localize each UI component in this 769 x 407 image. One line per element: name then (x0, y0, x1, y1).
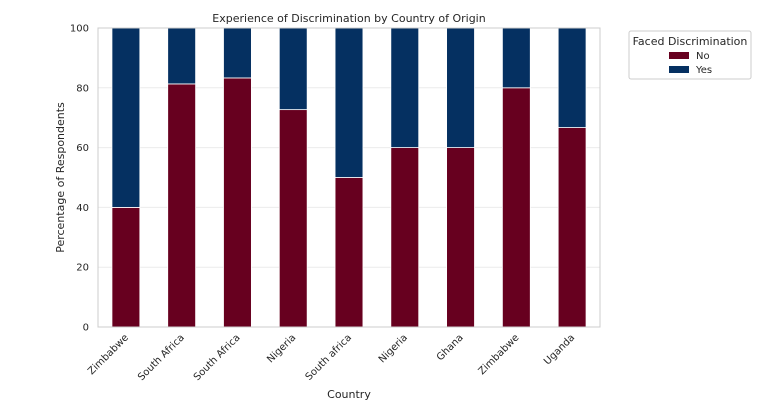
bar-yes-2 (223, 27, 252, 79)
bar-yes-0 (111, 27, 141, 208)
bars (111, 27, 587, 328)
x-axis-title: Country (327, 388, 371, 401)
bar-no-7 (501, 87, 531, 328)
bar-no-3 (278, 109, 308, 328)
y-tick-label: 20 (76, 263, 89, 274)
bar-no-4 (334, 177, 364, 328)
bar-yes-1 (167, 27, 197, 85)
bar-yes-6 (446, 27, 475, 148)
plot-frame (97, 27, 601, 328)
chart-title: Experience of Discrimination by Country … (212, 12, 485, 25)
legend-label-yes: Yes (695, 65, 712, 76)
bar-yes-8 (557, 27, 587, 128)
bar-no-8 (557, 127, 587, 328)
bar-no-2 (223, 77, 252, 328)
bar-no-0 (111, 206, 141, 328)
legend-box (628, 30, 752, 80)
y-tick-label: 0 (83, 323, 89, 334)
y-tick-label: 60 (76, 143, 89, 154)
bar-yes-3 (278, 27, 308, 111)
y-tick-label: 80 (76, 83, 89, 94)
bar-yes-4 (334, 27, 364, 178)
legend-title: Faced Discrimination (633, 35, 748, 48)
bar-yes-5 (390, 27, 420, 148)
bar-no-6 (446, 147, 475, 328)
y-tick-label: 100 (70, 24, 89, 35)
bar-no-1 (167, 83, 197, 328)
y-axis-title: Percentage of Respondents (54, 102, 67, 253)
legend-swatch-yes (669, 66, 689, 73)
y-tick-label: 40 (76, 203, 89, 214)
y-tick-labels: 0 20 40 60 80 100 (70, 24, 89, 334)
legend-label-no: No (696, 51, 710, 62)
bar-yes-7 (501, 27, 531, 89)
legend-swatch-no (669, 52, 689, 59)
bar-no-5 (390, 147, 420, 328)
legend: Faced Discrimination No Yes (628, 30, 752, 80)
